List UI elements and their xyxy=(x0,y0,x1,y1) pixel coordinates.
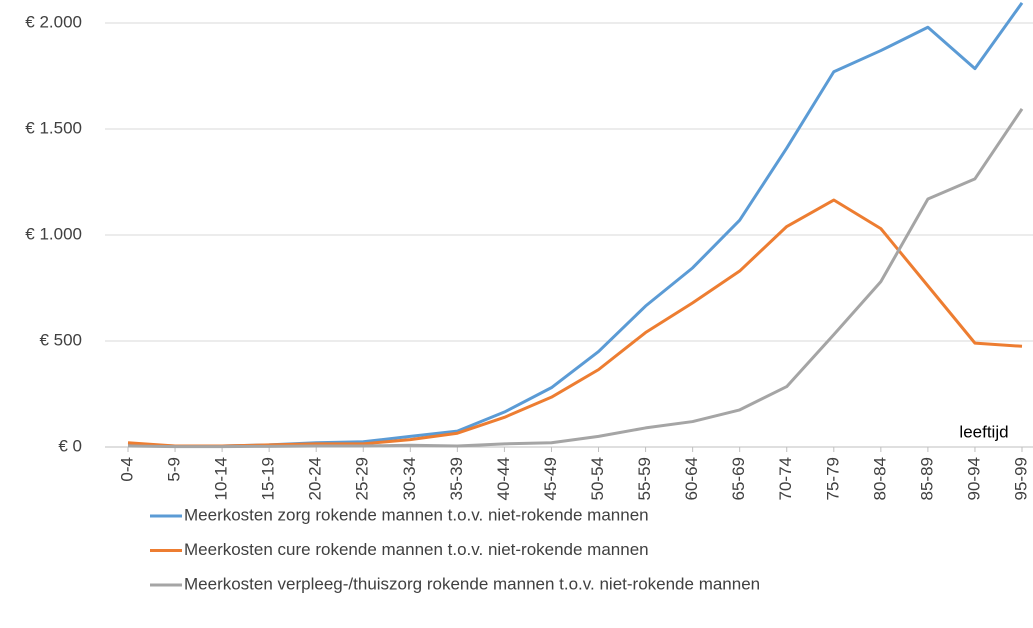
x-tick-label: 95-99 xyxy=(1011,457,1030,500)
x-tick-label: 25-29 xyxy=(353,457,372,500)
x-tick-label: 15-19 xyxy=(259,457,278,500)
x-tick-label: 75-79 xyxy=(823,457,842,500)
series-line xyxy=(127,1,1024,448)
x-tick-label: 45-49 xyxy=(541,457,560,500)
x-tick-label: 55-59 xyxy=(635,457,654,500)
y-tick-label: € 1.500 xyxy=(25,118,82,137)
x-tick-label: 65-69 xyxy=(729,457,748,500)
x-tick-label: 70-74 xyxy=(776,457,795,500)
y-tick-label: € 2.000 xyxy=(25,12,82,31)
series-line xyxy=(127,108,1024,449)
x-tick-label: 0-4 xyxy=(117,457,136,482)
x-tick-label: 40-44 xyxy=(494,457,513,500)
x-tick-label: 5-9 xyxy=(165,457,184,482)
x-tick-label: 90-94 xyxy=(964,457,983,500)
x-tick-label: 60-64 xyxy=(682,457,701,500)
x-axis-label: leeftijd xyxy=(959,422,1008,441)
x-tick-label: 30-34 xyxy=(400,457,419,500)
x-tick-label: 80-84 xyxy=(870,457,889,500)
y-tick-label: € 1.000 xyxy=(25,224,82,243)
x-tick-label: 20-24 xyxy=(306,457,325,500)
x-tick-label: 10-14 xyxy=(212,457,231,500)
y-tick-label: € 500 xyxy=(39,330,82,349)
x-tick-label: 50-54 xyxy=(588,457,607,500)
legend-label: Meerkosten cure rokende mannen t.o.v. ni… xyxy=(184,540,649,559)
legend-label: Meerkosten verpleeg-/thuiszorg rokende m… xyxy=(184,574,760,593)
y-tick-label: € 0 xyxy=(58,436,82,455)
legend-label: Meerkosten zorg rokende mannen t.o.v. ni… xyxy=(184,505,649,524)
x-tick-label: 35-39 xyxy=(447,457,466,500)
x-tick-label: 85-89 xyxy=(917,457,936,500)
series-line xyxy=(127,198,1023,448)
